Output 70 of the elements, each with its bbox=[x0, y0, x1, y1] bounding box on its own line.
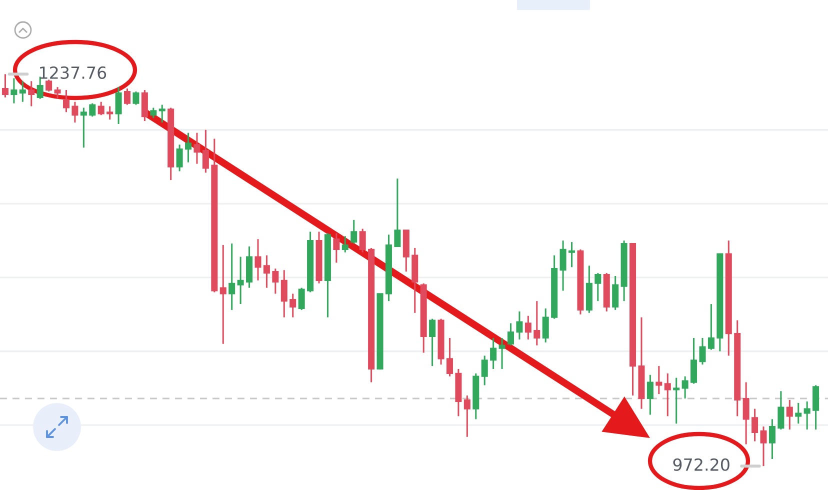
candlestick bbox=[664, 372, 671, 417]
candlestick bbox=[272, 268, 279, 294]
annotation: 972.20 bbox=[673, 458, 730, 471]
candlestick bbox=[150, 106, 157, 119]
candlestick bbox=[560, 240, 566, 292]
candlestick bbox=[158, 104, 166, 124]
candlestick bbox=[54, 86, 61, 100]
candlestick bbox=[46, 78, 52, 92]
candlestick bbox=[612, 275, 619, 311]
candlestick bbox=[429, 318, 436, 367]
candlestick bbox=[394, 178, 401, 248]
candlestick bbox=[106, 106, 114, 120]
candlestick bbox=[490, 337, 497, 370]
candlestick bbox=[699, 337, 706, 366]
candlestick bbox=[760, 426, 767, 467]
candlestick bbox=[124, 88, 131, 106]
candlestick bbox=[62, 89, 70, 113]
candlestick bbox=[194, 132, 200, 165]
candlestick bbox=[220, 244, 226, 345]
candlestick bbox=[80, 106, 87, 148]
candlestick bbox=[202, 129, 209, 174]
candlestick bbox=[359, 228, 366, 254]
candlestick bbox=[350, 219, 358, 244]
candlestick bbox=[594, 272, 602, 302]
candlestick bbox=[2, 73, 8, 98]
annotation: 1237.76 bbox=[40, 66, 106, 79]
candlestick bbox=[534, 300, 540, 346]
candlestick bbox=[185, 132, 192, 164]
candlestick bbox=[568, 241, 576, 268]
candlestick bbox=[768, 418, 776, 460]
candlestick bbox=[656, 365, 662, 395]
candlestick bbox=[10, 77, 18, 104]
candlestick bbox=[464, 394, 470, 438]
candlestick bbox=[333, 232, 340, 264]
candlestick bbox=[682, 376, 688, 400]
candlestick bbox=[72, 101, 78, 124]
candlestick bbox=[673, 377, 680, 424]
candlestick bbox=[804, 400, 810, 430]
candlestick bbox=[19, 80, 26, 103]
candlestick bbox=[290, 292, 296, 318]
candlestick bbox=[786, 399, 793, 430]
candlestick bbox=[524, 315, 532, 340]
candlestick bbox=[28, 80, 35, 108]
candlestick bbox=[141, 89, 148, 122]
candlestick bbox=[742, 381, 750, 446]
candlestick bbox=[542, 308, 549, 344]
candlestick bbox=[708, 303, 714, 351]
candlestick bbox=[263, 254, 270, 289]
candlestick bbox=[498, 337, 506, 370]
candlestick bbox=[115, 86, 122, 125]
candlestick bbox=[132, 90, 140, 106]
candlestick bbox=[98, 101, 104, 116]
candlestick bbox=[280, 269, 288, 318]
candlestick bbox=[778, 390, 784, 430]
candlestick bbox=[795, 402, 802, 424]
candlestick bbox=[342, 235, 348, 254]
candlestick bbox=[254, 238, 262, 282]
candlestick bbox=[237, 256, 244, 305]
candlestick bbox=[89, 102, 96, 118]
candlestick bbox=[690, 337, 698, 384]
candlestick bbox=[176, 144, 183, 172]
candlestick bbox=[298, 287, 305, 311]
candlestick bbox=[507, 322, 514, 346]
candlestick bbox=[228, 242, 236, 311]
candlestick bbox=[646, 374, 654, 416]
candlestick bbox=[516, 310, 523, 340]
candlestick bbox=[812, 384, 820, 430]
candlestick bbox=[481, 354, 488, 386]
candlestick bbox=[446, 337, 453, 378]
candlestick bbox=[752, 408, 758, 442]
